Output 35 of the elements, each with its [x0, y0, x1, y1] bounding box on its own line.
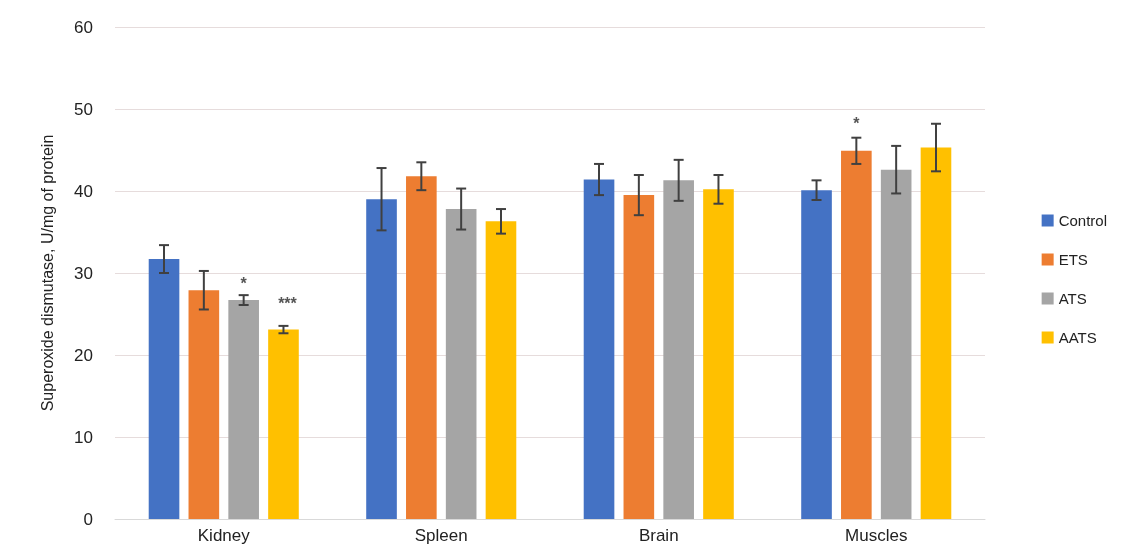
- x-tick-label: Muscles: [845, 526, 908, 545]
- bar: [583, 179, 615, 519]
- bar: [406, 176, 437, 519]
- legend-label: ATS: [1058, 290, 1087, 307]
- legend-label: Control: [1058, 212, 1107, 229]
- bar: [880, 169, 912, 519]
- bar: [366, 199, 397, 519]
- y-tick-label: 40: [74, 181, 93, 201]
- x-tick-label: Spleen: [414, 526, 468, 545]
- y-tick-label: 20: [74, 345, 93, 365]
- legend-label: AATS: [1058, 329, 1097, 346]
- bar: [623, 195, 655, 519]
- bar: [920, 147, 952, 519]
- y-tick-label: 30: [74, 263, 93, 283]
- bar: [445, 209, 477, 519]
- y-tick-label: 50: [74, 99, 93, 119]
- bar: [268, 329, 299, 519]
- bar: [485, 221, 517, 519]
- x-tick-label: Kidney: [197, 526, 251, 545]
- bar: [841, 150, 872, 519]
- y-axis-title: Superoxide dismutase, U/mg of protein: [38, 134, 56, 412]
- legend-label: ETS: [1058, 251, 1088, 268]
- x-tick-label: Brain: [638, 526, 679, 545]
- bar: [703, 189, 734, 519]
- bar: [663, 180, 694, 519]
- bar: [801, 190, 832, 519]
- bar: [148, 259, 180, 519]
- annotation: *: [853, 115, 861, 133]
- annotation: *: [240, 274, 248, 292]
- y-tick-label: 60: [74, 17, 93, 37]
- annotation: ***: [278, 295, 298, 313]
- y-tick-label: 10: [74, 427, 93, 447]
- y-tick-label: 0: [83, 509, 93, 529]
- bar: [188, 290, 220, 519]
- bar: [228, 300, 259, 519]
